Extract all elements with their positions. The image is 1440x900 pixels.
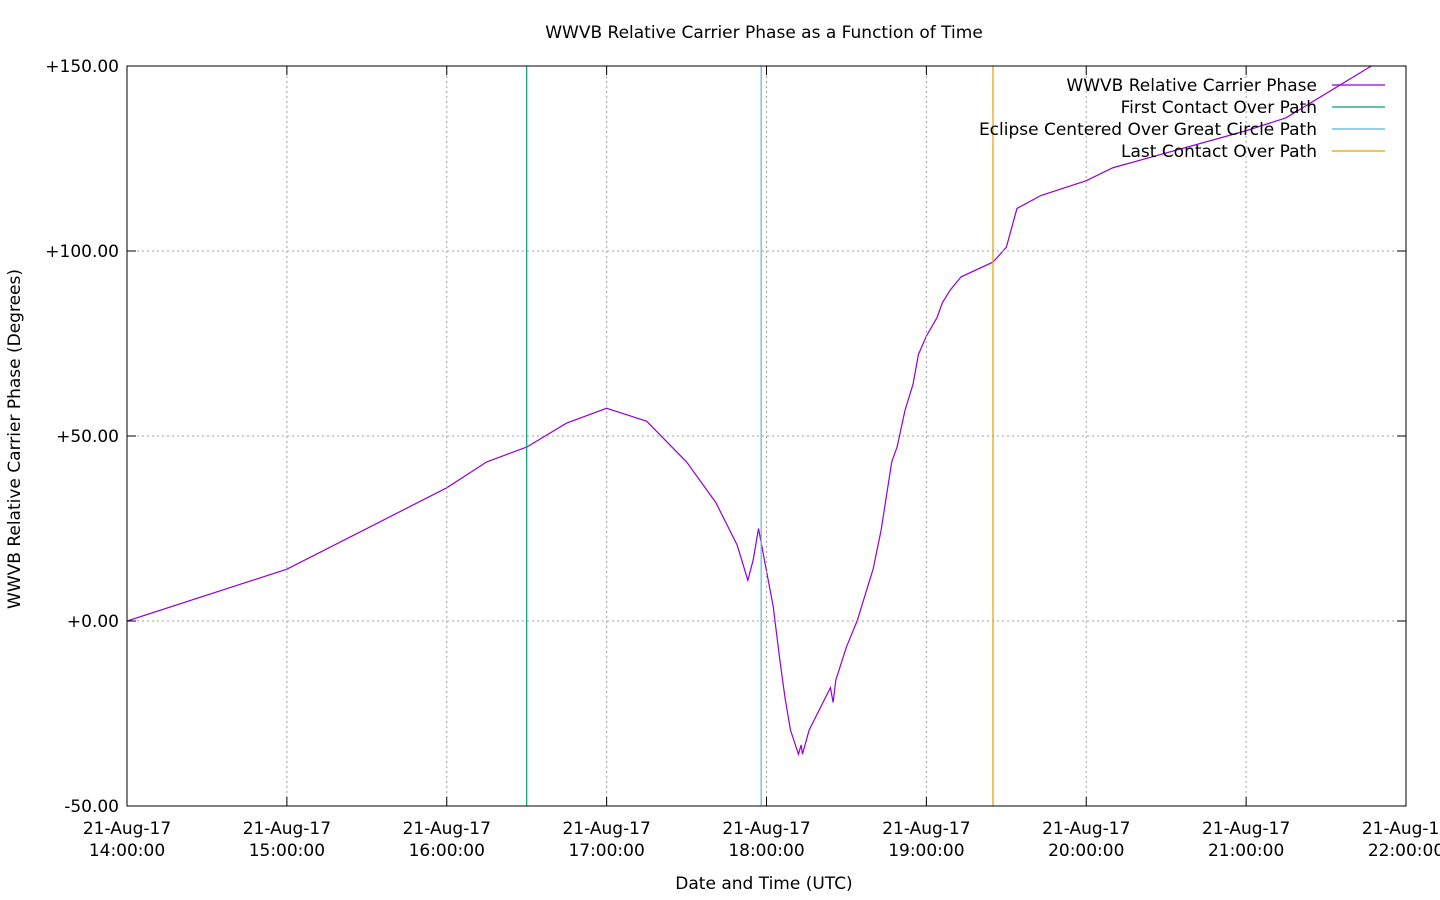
x-axis-label: Date and Time (UTC) — [675, 874, 852, 894]
x-tick-label: 21-Aug-17 19:00:00 — [882, 819, 970, 861]
x-tick-label: 21-Aug-1722:00:00 — [1362, 819, 1440, 861]
y-tick-label: +150.00 — [45, 57, 119, 77]
x-tick-label: 21-Aug-17 15:00:00 — [243, 819, 331, 861]
legend-label: First Contact Over Path — [1121, 98, 1317, 118]
legend-label: Eclipse Centered Over Great Circle Path — [979, 120, 1317, 140]
series-line — [127, 66, 1372, 757]
legend-label: Last Contact Over Path — [1121, 142, 1317, 162]
plot-border — [126, 65, 1407, 807]
legend-label: WWVB Relative Carrier Phase — [1066, 76, 1317, 96]
x-tick-label: 21-Aug-17 18:00:00 — [722, 819, 810, 861]
y-tick-label: +50.00 — [56, 427, 119, 447]
y-axis-label: WWVB Relative Carrier Phase (Degrees) — [5, 269, 25, 609]
x-tick-label: 21-Aug-17 16:00:00 — [403, 819, 491, 861]
y-tick-label: +0.00 — [67, 612, 119, 632]
y-tick-label: -50.00 — [64, 797, 119, 817]
x-tick-label: 21-Aug-17 17:00:00 — [562, 819, 650, 861]
x-tick-label: 21-Aug-17 14:00:00 — [83, 819, 171, 861]
y-tick-label: +100.00 — [45, 242, 119, 262]
x-tick-label: 21-Aug-17 21:00:00 — [1202, 819, 1290, 861]
plot-area — [127, 66, 1372, 806]
x-tick-label: 21-Aug-17 20:00:00 — [1042, 819, 1130, 861]
chart-title: WWVB Relative Carrier Phase as a Functio… — [545, 23, 983, 43]
